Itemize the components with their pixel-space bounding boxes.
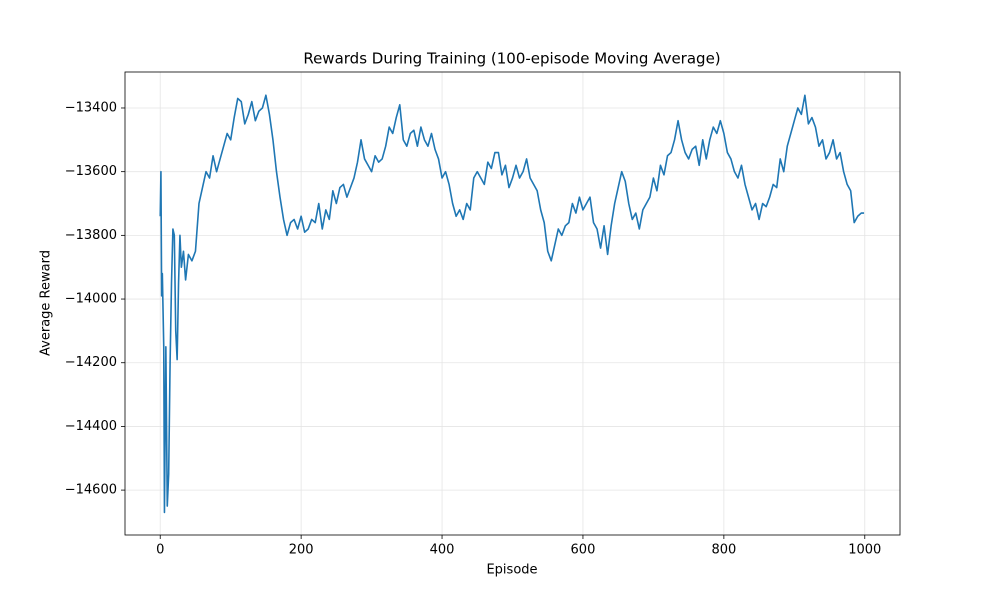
chart-title: Rewards During Training (100-episode Mov…: [303, 50, 720, 68]
data-line: [159, 94, 865, 514]
x-tick-label: 1000: [848, 543, 881, 558]
y-axis-label: Average Reward: [39, 250, 54, 356]
y-tick-label: −14000: [65, 292, 117, 307]
x-tick-label: 400: [430, 543, 455, 558]
x-tick-label: 200: [289, 543, 314, 558]
plot-frame: [124, 71, 901, 536]
y-tick-label: −13400: [65, 100, 117, 115]
y-tick-label: −14200: [65, 355, 117, 370]
x-tick-label: 600: [571, 543, 596, 558]
x-tick-label: 800: [711, 543, 736, 558]
x-axis-label: Episode: [486, 563, 537, 578]
x-tick-label: 0: [156, 543, 164, 558]
y-tick-label: −14600: [65, 483, 117, 498]
y-tick-label: −13600: [65, 164, 117, 179]
y-tick-label: −13800: [65, 228, 117, 243]
y-tick-label: −14400: [65, 419, 117, 434]
